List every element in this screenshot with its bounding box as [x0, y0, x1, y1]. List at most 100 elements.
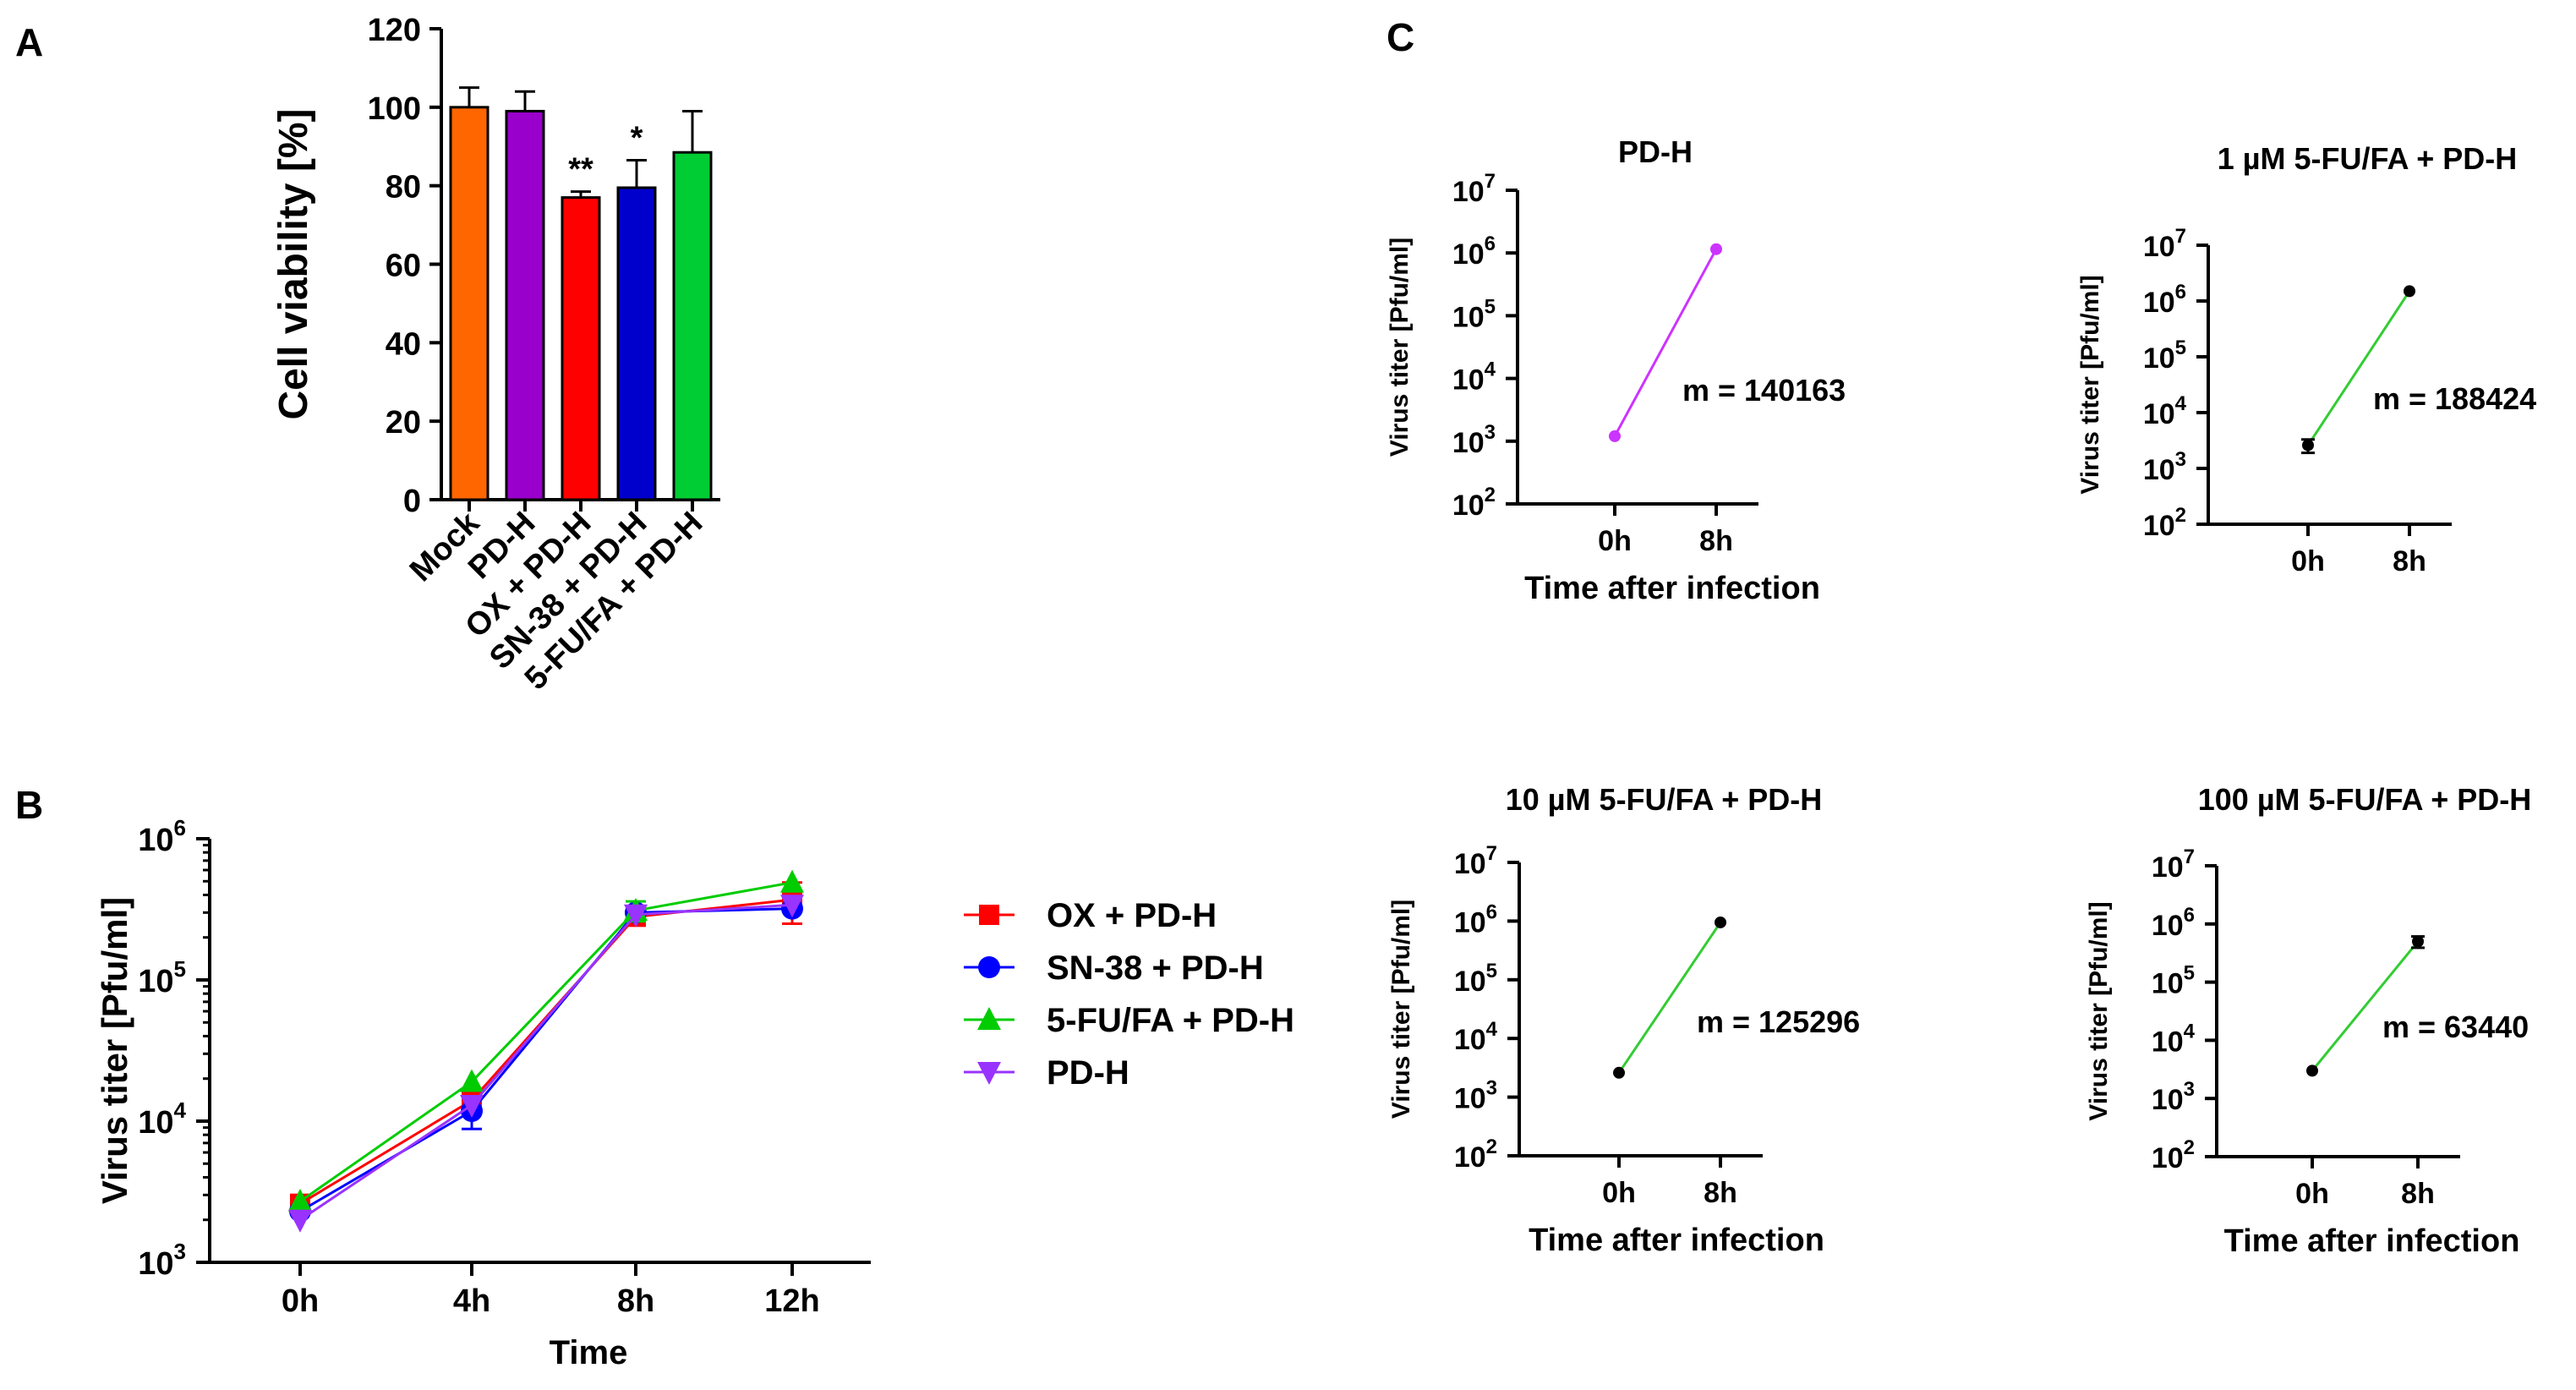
legend-marker	[977, 1007, 1001, 1030]
tick-base: 10	[2143, 231, 2175, 263]
tick-exponent: 4	[174, 1097, 187, 1123]
x-axis-label: Time after infection	[1529, 1223, 1824, 1258]
series-ox-pd-h	[290, 881, 802, 1214]
series-line	[299, 903, 793, 1221]
tick-base: 10	[1452, 490, 1485, 522]
panel-label-b: B	[15, 783, 43, 827]
legend-label: 5-FU/FA + PD-H	[1047, 1002, 1294, 1039]
y-tick-label: 105	[1452, 295, 1496, 333]
y-tick-label: 40	[386, 326, 421, 362]
data-point	[780, 869, 804, 893]
tick-exponent: 6	[174, 815, 186, 840]
significance-marker: **	[568, 152, 593, 188]
y-tick-label: 107	[1454, 842, 1497, 880]
x-tick-label: 0h	[282, 1283, 319, 1319]
y-tick-label: 80	[386, 170, 421, 205]
bar-mock	[449, 106, 489, 501]
bar-5-fu-fa-pd-h	[672, 150, 713, 501]
legend: OX + PD-H SN-38 + PD-H 5-FU/FA + PD-H PD-H	[964, 897, 1294, 1092]
series-line	[1617, 922, 1722, 1074]
tick-exponent: 2	[2184, 1136, 2195, 1159]
y-tick-label: 107	[1452, 170, 1496, 208]
tick-exponent: 3	[2175, 448, 2186, 471]
legend-label: OX + PD-H	[1047, 897, 1217, 934]
tick-exponent: 5	[1486, 960, 1497, 982]
tick-exponent: 3	[2184, 1078, 2195, 1101]
tick-exponent: 5	[2175, 337, 2186, 359]
y-tick-label: 102	[1454, 1136, 1497, 1174]
data-point	[2306, 1064, 2318, 1077]
y-tick-label: 103	[1454, 1077, 1497, 1115]
panel-label-a: A	[15, 20, 43, 64]
y-tick-label: 104	[2143, 392, 2187, 430]
legend-marker	[977, 1062, 1001, 1085]
x-tick-label: 0h	[1602, 1177, 1636, 1209]
y-tick-label: 105	[2152, 962, 2195, 1000]
legend-item-sn-38-pd-h: SN-38 + PD-H	[964, 949, 1264, 987]
tick-base: 10	[2152, 910, 2184, 942]
tick-base: 10	[138, 1246, 173, 1282]
bar-sn-38-pd-h	[616, 186, 657, 501]
legend-marker	[979, 905, 999, 925]
data-point	[780, 895, 804, 918]
x-axis-label: Time	[550, 1334, 628, 1371]
series-pd-h	[288, 895, 804, 1233]
y-tick-label: 105	[138, 956, 186, 999]
y-tick-label: 0	[403, 484, 421, 519]
legend-label: SN-38 + PD-H	[1047, 949, 1264, 987]
series-line	[2311, 940, 2420, 1072]
y-axis-label: Virus titer [Pfu/ml]	[2076, 275, 2104, 494]
tick-base: 10	[1454, 1083, 1486, 1115]
tick-exponent: 6	[1485, 233, 1496, 255]
tick-base: 10	[2152, 968, 2184, 1000]
tick-base: 10	[1452, 364, 1485, 397]
slope-annotation: m = 125296	[1697, 1004, 1860, 1039]
data-point	[2412, 935, 2424, 948]
data-point	[288, 1209, 312, 1233]
x-axis-label: Time after infection	[1524, 571, 1820, 606]
tick-exponent: 2	[2175, 504, 2186, 527]
y-tick-label: 106	[1454, 900, 1497, 939]
x-tick-label: 8h	[1699, 525, 1733, 557]
series-5-fu-fa-pd-h	[288, 869, 804, 1212]
tick-exponent: 3	[1486, 1077, 1497, 1100]
tick-base: 10	[1454, 906, 1486, 939]
data-point	[1609, 430, 1621, 442]
y-tick-label: 107	[2152, 845, 2195, 884]
tick-base: 10	[2152, 851, 2184, 884]
tick-base: 10	[1452, 427, 1485, 459]
series-line	[1613, 248, 1718, 437]
y-tick-label: 106	[2152, 904, 2195, 942]
tick-exponent: 7	[1485, 170, 1496, 193]
y-tick-label: 102	[2152, 1136, 2195, 1174]
subplot-title: 10 µM 5-FU/FA + PD-H	[1506, 782, 1822, 817]
tick-exponent: 7	[1486, 842, 1497, 865]
tick-base: 10	[138, 964, 173, 999]
y-axis-label: Virus titer [Pfu/ml]	[1386, 238, 1414, 457]
tick-base: 10	[1454, 848, 1486, 880]
tick-exponent: 5	[1485, 295, 1496, 318]
data-point	[1613, 1066, 1625, 1079]
x-tick-label: 0h	[2295, 1178, 2329, 1210]
y-axis-label: Virus titer [Pfu/ml]	[1387, 900, 1415, 1119]
series-line	[2306, 290, 2411, 446]
data-point	[2302, 439, 2314, 451]
y-tick-label: 106	[2143, 281, 2186, 319]
subplot-title: 1 µM 5-FU/FA + PD-H	[2218, 141, 2517, 176]
x-tick-label: 12h	[764, 1283, 819, 1319]
tick-exponent: 4	[2175, 392, 2187, 415]
y-tick-label: 103	[138, 1239, 186, 1282]
tick-exponent: 6	[2184, 904, 2195, 927]
tick-base: 10	[2143, 510, 2175, 542]
legend-marker	[978, 956, 1000, 978]
y-tick-label: 60	[386, 249, 421, 284]
data-point	[460, 1094, 484, 1118]
data-point	[624, 904, 648, 928]
data-point	[288, 1188, 312, 1212]
x-axis-label: Time after infection	[2224, 1223, 2520, 1259]
